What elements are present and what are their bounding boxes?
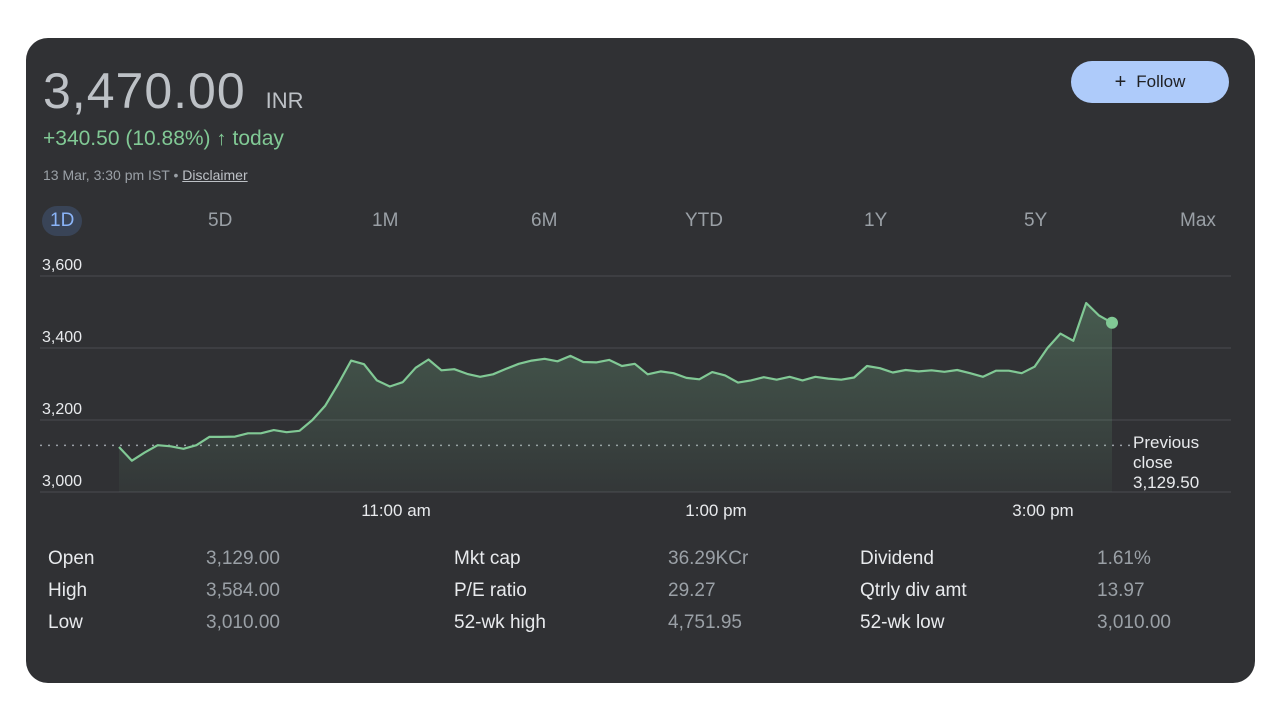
price-line xyxy=(118,301,1113,462)
change-period: today xyxy=(232,127,284,150)
meta-separator: • xyxy=(173,167,179,183)
previous-close-label: close xyxy=(1133,453,1173,472)
y-tick-label: 3,400 xyxy=(42,329,82,346)
stat-value-high: 3,584.00 xyxy=(206,580,280,601)
price-row: 3,470.00 INR xyxy=(43,66,304,116)
price-area-fill xyxy=(119,303,1112,492)
y-tick-label: 3,000 xyxy=(42,473,82,490)
follow-button[interactable]: + Follow xyxy=(1071,61,1229,103)
change-amount: +340.50 (10.88%) xyxy=(43,127,211,150)
stat-value-52wk-low: 3,010.00 xyxy=(1097,612,1171,633)
x-tick-label: 3:00 pm xyxy=(1012,501,1073,520)
stat-label-low: Low xyxy=(48,612,83,633)
tab-max[interactable]: Max xyxy=(1180,210,1216,231)
tab-1d[interactable]: 1D xyxy=(42,206,83,236)
stat-label-high: High xyxy=(48,580,88,601)
stat-value-dividend: 1.61% xyxy=(1097,548,1151,569)
tab-5d[interactable]: 5D xyxy=(208,210,233,231)
price-change: +340.50 (10.88%) ↑ today xyxy=(43,127,284,151)
quote-timestamp: 13 Mar, 3:30 pm IST xyxy=(43,167,170,183)
stat-label-mkt-cap: Mkt cap xyxy=(454,548,521,569)
tab-6m[interactable]: 6M xyxy=(531,210,558,231)
stat-value-mkt-cap: 36.29KCr xyxy=(668,548,749,569)
plus-icon: + xyxy=(1114,70,1127,93)
price-chart: 3,600 3,400 3,200 3,000 11:00 am 1:00 pm 3:00 … xyxy=(40,257,1231,520)
tab-ytd[interactable]: YTD xyxy=(685,210,723,231)
y-tick-label: 3,600 xyxy=(42,257,82,274)
stat-label-52wk-low: 52-wk low xyxy=(860,612,945,633)
x-tick-label: 11:00 am xyxy=(361,501,431,520)
range-tabs: 1D 5D 1M 6M YTD 1Y 5Y Max xyxy=(26,206,1255,236)
stat-label-qtrly-div: Qtrly div amt xyxy=(860,580,967,601)
disclaimer-link[interactable]: Disclaimer xyxy=(182,167,248,183)
previous-close-value: 3,129.50 xyxy=(1133,473,1199,492)
stat-value-low: 3,010.00 xyxy=(206,612,280,633)
stat-value-qtrly-div: 13.97 xyxy=(1097,580,1145,601)
previous-close-label: Previous xyxy=(1133,433,1199,452)
tab-1m[interactable]: 1M xyxy=(372,210,399,231)
quote-meta: 13 Mar, 3:30 pm IST • Disclaimer xyxy=(43,167,248,183)
stat-label-pe-ratio: P/E ratio xyxy=(454,580,527,601)
currency-code: INR xyxy=(265,88,304,113)
stat-label-dividend: Dividend xyxy=(860,548,934,569)
stat-value-pe-ratio: 29.27 xyxy=(668,580,716,601)
tab-1y[interactable]: 1Y xyxy=(864,210,888,231)
follow-label: Follow xyxy=(1136,72,1186,91)
stat-label-open: Open xyxy=(48,548,95,569)
stat-label-52wk-high: 52-wk high xyxy=(454,612,546,633)
stock-card: 3,470.00 INR +340.50 (10.88%) ↑ today 13… xyxy=(26,38,1255,683)
current-price: 3,470.00 xyxy=(43,63,246,119)
tab-5y[interactable]: 5Y xyxy=(1024,210,1048,231)
stat-value-52wk-high: 4,751.95 xyxy=(668,612,742,633)
stat-value-open: 3,129.00 xyxy=(206,548,280,569)
arrow-up-icon: ↑ xyxy=(216,127,227,150)
last-price-dot xyxy=(1106,316,1118,329)
y-tick-label: 3,200 xyxy=(42,401,82,418)
x-tick-label: 1:00 pm xyxy=(685,501,746,520)
